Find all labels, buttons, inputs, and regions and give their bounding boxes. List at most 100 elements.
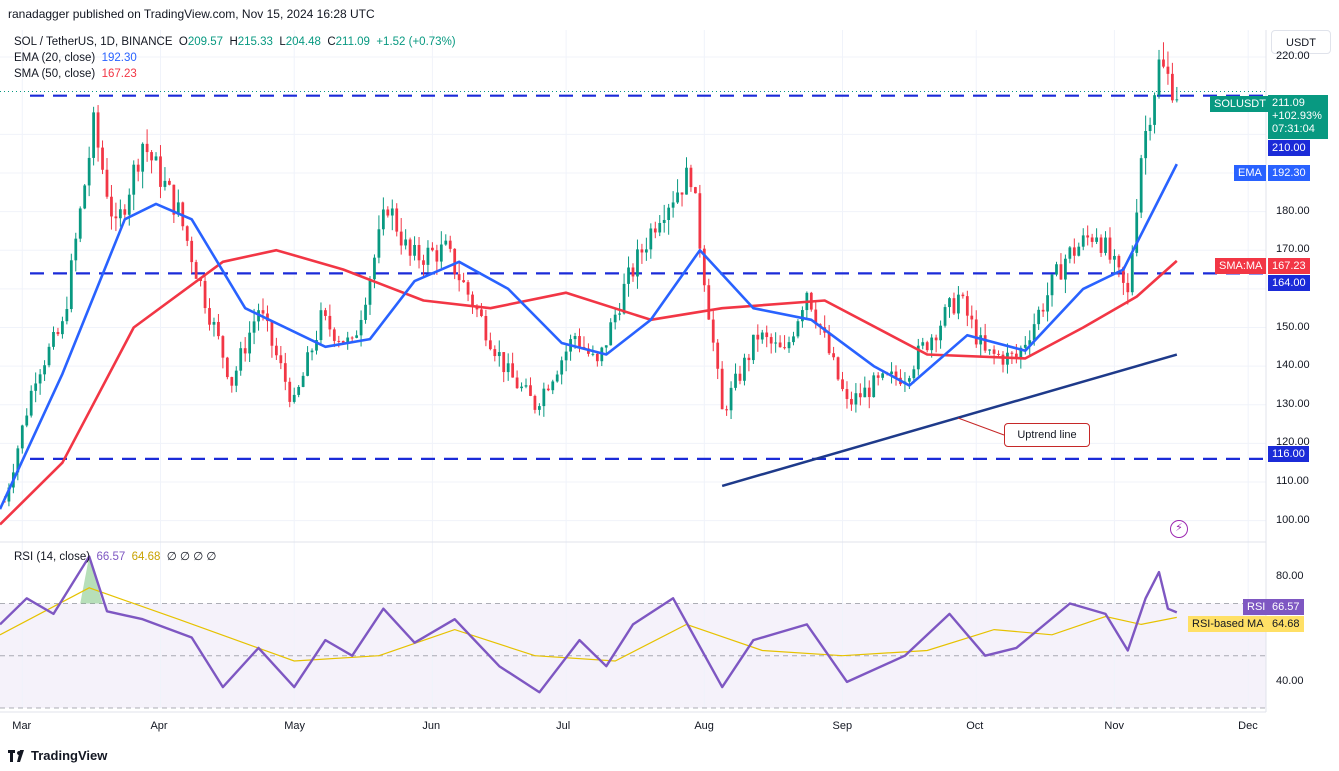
candle-body[interactable] (1139, 158, 1143, 213)
candle-body[interactable] (867, 387, 871, 398)
symbol-title[interactable]: SOL / TetherUS, 1D, BINANCE (14, 36, 173, 48)
candle-body[interactable] (34, 383, 38, 391)
candle-body[interactable] (1028, 340, 1032, 345)
candle-body[interactable] (78, 208, 82, 239)
candle-body[interactable] (511, 363, 515, 378)
sma-50-line[interactable] (0, 248, 1178, 526)
candle-body[interactable] (159, 156, 162, 187)
candle-body[interactable] (636, 249, 639, 277)
candle-body[interactable] (56, 331, 60, 335)
candle-body[interactable] (292, 394, 296, 402)
candle-body[interactable] (127, 194, 131, 215)
candle-body[interactable] (965, 296, 969, 316)
candle-body[interactable] (502, 352, 506, 373)
candle-body[interactable] (457, 274, 461, 281)
candle-body[interactable] (395, 208, 399, 232)
currency-button[interactable]: USDT (1271, 30, 1331, 54)
candle-body[interactable] (141, 143, 145, 172)
candle-body[interactable] (640, 249, 644, 253)
candle-body[interactable] (578, 336, 581, 347)
candle-body[interactable] (448, 240, 452, 249)
candle-body[interactable] (1126, 282, 1130, 293)
candle-body[interactable] (729, 387, 733, 411)
candle-body[interactable] (328, 315, 332, 330)
candle-body[interactable] (110, 196, 113, 217)
candle-body[interactable] (983, 335, 987, 351)
candle-body[interactable] (644, 249, 648, 253)
candle-body[interactable] (359, 319, 363, 336)
candle-body[interactable] (404, 239, 408, 246)
candle-body[interactable] (364, 304, 367, 320)
candle-body[interactable] (341, 340, 345, 343)
candle-body[interactable] (627, 267, 630, 284)
candle-body[interactable] (680, 192, 684, 195)
sma-label[interactable]: SMA (50, close) (14, 68, 96, 80)
candle-body[interactable] (711, 319, 715, 343)
candle-body[interactable] (783, 347, 786, 349)
candle-body[interactable] (881, 373, 885, 378)
candle-body[interactable] (747, 357, 751, 361)
candle-body[interactable] (836, 357, 840, 380)
candle-body[interactable] (150, 152, 153, 161)
candle-body[interactable] (894, 371, 898, 378)
candle-body[interactable] (1117, 255, 1121, 268)
candle-body[interactable] (319, 310, 323, 341)
candle-body[interactable] (787, 342, 791, 349)
candle-body[interactable] (225, 357, 229, 378)
candle-body[interactable] (118, 209, 122, 219)
candle-body[interactable] (310, 350, 314, 353)
candle-body[interactable] (20, 425, 24, 449)
candle-body[interactable] (841, 379, 844, 390)
candle-body[interactable] (769, 337, 773, 344)
candle-body[interactable] (431, 247, 434, 251)
candle-body[interactable] (872, 375, 876, 398)
candle-body[interactable] (163, 180, 167, 187)
candle-body[interactable] (542, 388, 546, 407)
candle-body[interactable] (801, 310, 804, 322)
candle-body[interactable] (1041, 309, 1045, 312)
candle-body[interactable] (1099, 237, 1103, 253)
candle-body[interactable] (497, 352, 501, 357)
candle-body[interactable] (1081, 235, 1085, 247)
candle-body[interactable] (1166, 66, 1170, 74)
candle-body[interactable] (1068, 247, 1072, 259)
candle-body[interactable] (988, 349, 992, 351)
candle-body[interactable] (506, 363, 510, 373)
candle-body[interactable] (114, 216, 118, 219)
candle-body[interactable] (1064, 258, 1067, 280)
candle-body[interactable] (720, 368, 724, 410)
candle-body[interactable] (279, 355, 283, 364)
candle-body[interactable] (217, 321, 220, 337)
candle-body[interactable] (123, 209, 127, 215)
ema-label[interactable]: EMA (20, close) (14, 52, 96, 64)
candle-body[interactable] (1032, 324, 1036, 341)
candle-body[interactable] (778, 342, 782, 348)
candle-body[interactable] (61, 321, 64, 335)
candle-body[interactable] (422, 260, 425, 265)
candle-body[interactable] (943, 307, 947, 326)
candle-body[interactable] (154, 156, 158, 161)
candle-body[interactable] (796, 321, 800, 337)
candle-body[interactable] (16, 448, 20, 473)
candle-body[interactable] (997, 353, 1000, 355)
candle-body[interactable] (221, 336, 225, 358)
candle-body[interactable] (1072, 247, 1076, 256)
candle-body[interactable] (399, 231, 403, 246)
candle-body[interactable] (368, 279, 372, 305)
candle-body[interactable] (65, 309, 69, 322)
candle-body[interactable] (702, 248, 706, 286)
candle-body[interactable] (283, 363, 287, 382)
candle-body[interactable] (386, 209, 390, 216)
candle-body[interactable] (832, 353, 835, 358)
candle-body[interactable] (38, 374, 42, 384)
candle-body[interactable] (172, 184, 176, 215)
candle-body[interactable] (1050, 274, 1054, 296)
candle-body[interactable] (974, 319, 978, 345)
rsi-label[interactable]: RSI (14, close) (14, 551, 91, 563)
candle-body[interactable] (573, 336, 577, 340)
candle-body[interactable] (306, 352, 309, 376)
candle-body[interactable] (546, 388, 550, 391)
candle-body[interactable] (288, 381, 292, 402)
candle-body[interactable] (381, 209, 385, 230)
